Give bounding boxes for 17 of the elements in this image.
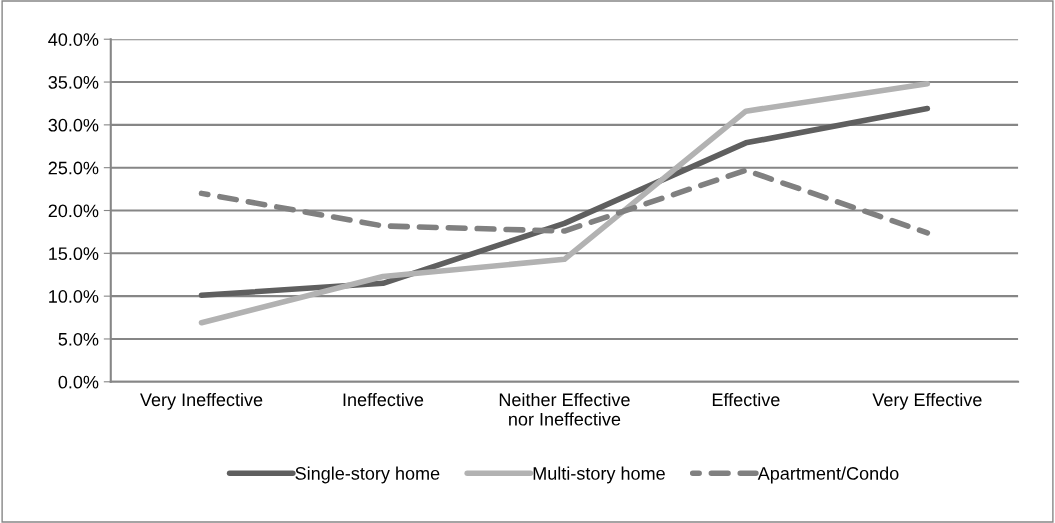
y-tick-label: 15.0% [49, 247, 99, 261]
x-tick-label: Neither Effective nor Ineffective [499, 392, 630, 426]
y-tick-label: 25.0% [48, 161, 99, 175]
legend-label: Apartment/Condo [757, 466, 899, 484]
x-tick-label: Ineffective [343, 392, 424, 407]
y-tick-label: 10.0% [49, 290, 99, 303]
x-tick-label: Very Ineffective [140, 392, 263, 410]
y-tick-label: 40.0% [48, 33, 99, 46]
legend-label: Multi-story home [533, 466, 665, 484]
legend-label: Single-story home [295, 466, 440, 484]
y-tick-label: 20.0% [48, 204, 99, 218]
y-tick-label: 5.0% [58, 332, 99, 346]
x-tick-label: Effective [712, 392, 780, 407]
x-tick-label: Very Effective [872, 392, 982, 410]
y-tick-label: 30.0% [48, 118, 99, 132]
y-tick-label: 35.0% [48, 75, 99, 89]
y-tick-label: 0.0% [58, 375, 99, 389]
